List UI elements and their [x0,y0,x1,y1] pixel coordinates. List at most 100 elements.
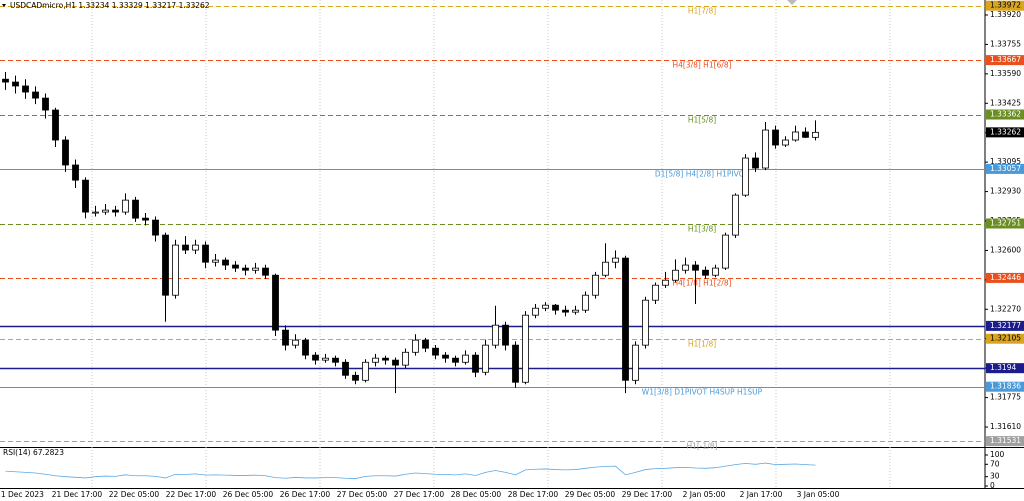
level-label: D1[5/8] H4[2/8] H1PIVOT [655,170,750,179]
candle-body [192,244,199,251]
price-tag [986,381,1024,392]
candle-body [22,85,29,93]
candle-body [492,324,499,346]
price-tag-label: 1.33667 [990,55,1021,64]
candle-body [802,131,809,138]
candle-body [362,361,369,381]
price-tag-label: 1.3194 [990,363,1016,372]
y-tick-label: 1.33095 [990,157,1021,166]
candle-body [752,157,759,169]
menu-arrow [2,4,6,7]
candle-body [322,357,329,361]
rsi-line [5,462,816,479]
candle-body [282,329,289,346]
rsi-tick-label: 100 [990,450,1005,459]
x-tick-label: 21 Dec 17:00 [52,490,103,499]
candle-body [452,357,459,363]
candle-body [182,244,189,251]
x-tick-label: 3 Jan 05:00 [797,490,840,499]
candle-body [432,347,439,356]
candle-body [72,164,79,181]
price-tag [986,218,1024,229]
candle-body [612,257,619,263]
x-tick-label: 28 Dec 17:00 [508,490,559,499]
candle-body [252,267,259,271]
y-tick-label: 1.33755 [990,39,1021,48]
y-tick-label: 1.33920 [990,10,1021,19]
candle-body [272,274,279,331]
candle-body [172,244,179,296]
price-tag-label: 1.33972 [990,1,1021,10]
x-tick-label: 27 Dec 05:00 [337,490,388,499]
candle-body [332,357,339,363]
candle-body [302,339,309,356]
level-label: H1[3/8] [688,225,716,234]
candle-body [572,309,579,313]
candle-body [102,209,109,213]
x-tick-label: 28 Dec 05:00 [451,490,502,499]
candle-body [162,234,169,296]
candle-body [682,264,689,271]
price-tag [986,272,1024,283]
price-tag [986,333,1024,344]
candle-body [392,359,399,366]
candle-body [652,284,659,301]
candle-body [692,264,699,271]
price-tag [986,436,1024,447]
y-tick-label: 1.32600 [990,245,1021,254]
candle-body [202,244,209,263]
candle-body [122,199,129,213]
price-tag-label: 1.32105 [990,334,1021,343]
y-tick-label: 1.31775 [990,393,1021,402]
candle-body [342,361,349,376]
candle-body [422,339,429,349]
candle-body [762,129,769,169]
candle-body [112,209,119,213]
y-tick-label: 1.32930 [990,187,1021,196]
candle-body [262,267,269,276]
candle-body [812,131,819,138]
candle-body [12,81,19,87]
level-label: W1[3/8] D1PIVOT H4SUP H1SUP [642,388,763,397]
candle-body [502,324,509,346]
y-tick-label: 1.31610 [990,422,1021,431]
candle-body [732,194,739,236]
candle-body [562,309,569,313]
price-axis: 1.339201.337551.335901.334251.332601.330… [985,0,1024,447]
candle-body [522,314,529,383]
price-tag-label: 1.31531 [990,436,1021,445]
grid [91,0,891,488]
candle-body [512,344,519,383]
candle-body [582,294,589,311]
y-tick-label: 1.33590 [990,69,1021,78]
price-tag-label: 1.32446 [990,273,1021,282]
candle-body [662,279,669,286]
candle-body [542,304,549,309]
candle-body [772,129,779,146]
candle-body [82,179,89,213]
x-tick-label: 26 Dec 17:00 [280,490,331,499]
candle-body [672,269,679,281]
price-tag [986,363,1024,374]
scroll-marker [787,0,797,5]
level-label: H1[7/8] [688,7,716,16]
candle-body [472,354,479,373]
candles [2,72,819,394]
rsi-title: RSI(14) 67.2823 [3,448,64,457]
candle-body [622,257,629,381]
candle-body [602,261,609,276]
level-label: H1[1/8] [688,340,716,349]
candle-body [232,264,239,269]
candle-body [2,78,9,83]
candle-body [742,157,749,196]
candle-body [52,109,59,141]
price-tag-label: 1.33362 [990,110,1021,119]
candle-body [552,304,559,311]
price-tag-label: 1.32177 [990,321,1021,330]
y-tick-label: 1.32270 [990,304,1021,313]
price-tag [986,55,1024,66]
candle-body [642,299,649,346]
candle-body [222,259,229,266]
candle-body [402,351,409,366]
